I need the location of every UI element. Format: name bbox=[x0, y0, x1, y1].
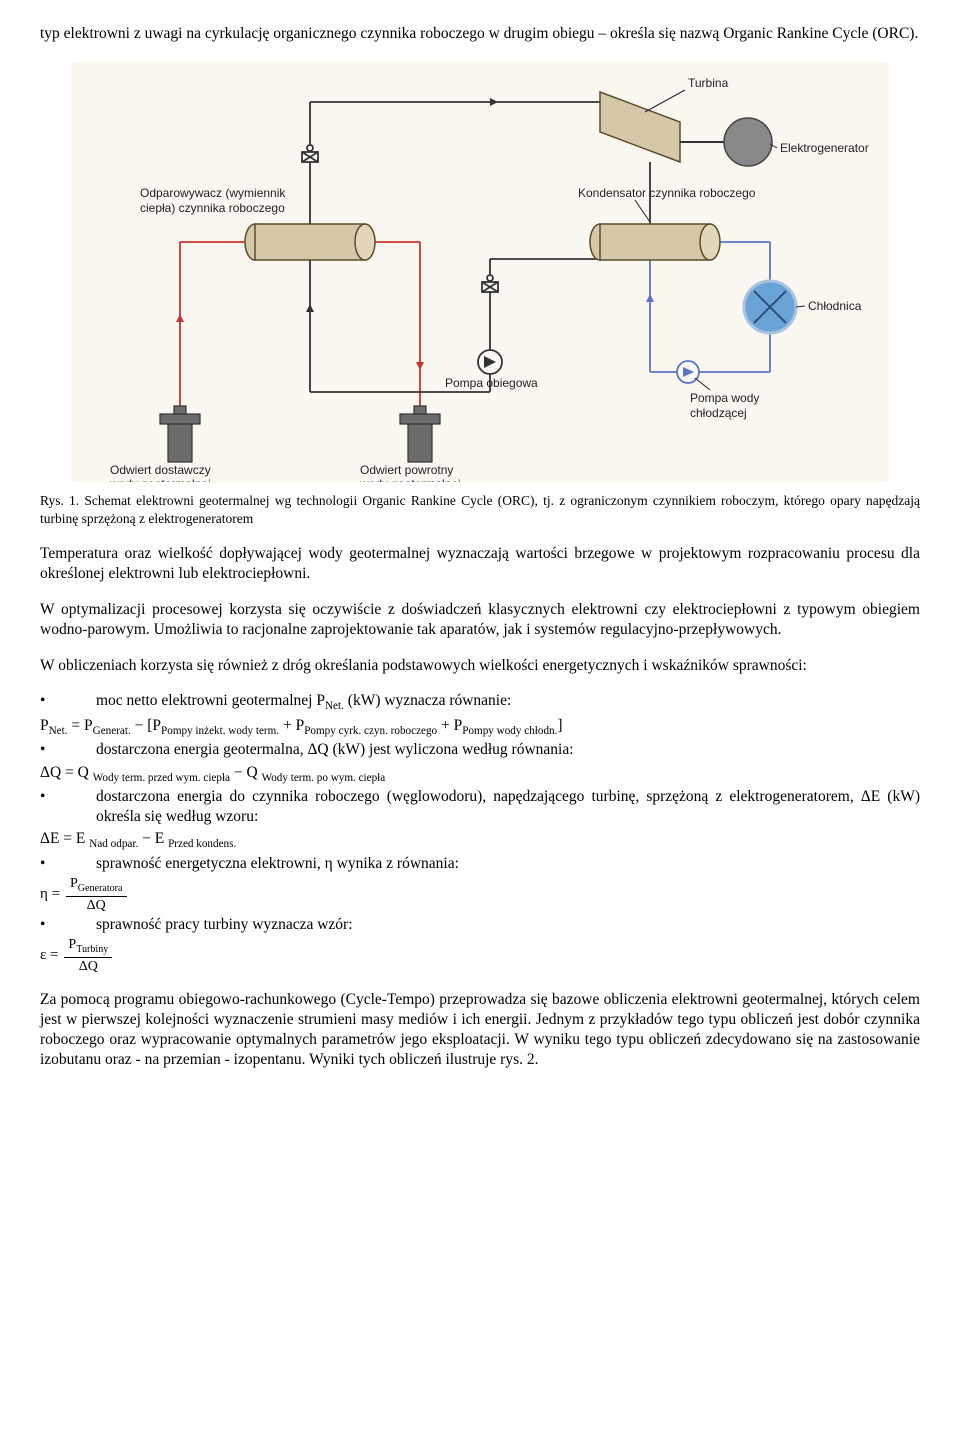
orc-schematic: Turbina Elektrogenerator Kondensator czy… bbox=[70, 62, 890, 482]
label-odwiert-p-l1: Odwiert powrotny bbox=[360, 463, 453, 477]
bullet-de: dostarczona energia do czynnika roboczeg… bbox=[40, 787, 920, 827]
figure-caption: Rys. 1. Schemat elektrowni geotermalnej … bbox=[40, 492, 920, 528]
condenser-node bbox=[590, 224, 720, 260]
eq-de: ΔE = E Nad odpar. − E Przed kondens. bbox=[40, 829, 920, 852]
label-odparowywacz-l1: Odparowywacz (wymiennik bbox=[140, 186, 286, 200]
label-elektrogenerator: Elektrogenerator bbox=[780, 141, 869, 155]
evaporator-node bbox=[245, 224, 375, 260]
para-2: W optymalizacji procesowej korzysta się … bbox=[40, 600, 920, 640]
bullet-eta: sprawność energetyczna elektrowni, η wyn… bbox=[40, 854, 920, 874]
eq-dq: ΔQ = Q Wody term. przed wym. ciepła − Q … bbox=[40, 763, 920, 786]
label-pompa-chlodn-l2: chłodzącej bbox=[690, 406, 747, 420]
label-chlodnica: Chłodnica bbox=[808, 299, 862, 313]
label-odwiert-d-l1: Odwiert dostawczy bbox=[110, 463, 211, 477]
label-turbina: Turbina bbox=[688, 76, 729, 90]
figure-container: Turbina Elektrogenerator Kondensator czy… bbox=[70, 62, 890, 482]
para-3: W obliczeniach korzysta się również z dr… bbox=[40, 656, 920, 676]
label-odwiert-p-l2: wody geotermalnej bbox=[359, 477, 461, 482]
bullet-net-power: moc netto elektrowni geotermalnej PNet. … bbox=[40, 691, 920, 714]
label-odparowywacz-l2: ciepła) czynnika roboczego bbox=[140, 201, 285, 215]
intro-paragraph: typ elektrowni z uwagi na cyrkulację org… bbox=[40, 24, 920, 44]
label-pompa-chlodn-l1: Pompa wody bbox=[690, 391, 759, 405]
eq-eta: η = PGeneratora ΔQ bbox=[40, 876, 920, 913]
label-pompa-obiegowa: Pompa obiegowa bbox=[445, 376, 538, 390]
eq-pnet: PNet. = PGenerat. − [PPompy inżekt. wody… bbox=[40, 716, 920, 739]
cooler-node bbox=[744, 281, 796, 333]
bullet-eps: sprawność pracy turbiny wyznacza wzór: bbox=[40, 915, 920, 935]
label-kondensator-l1: Kondensator czynnika roboczego bbox=[578, 186, 756, 200]
para-final: Za pomocą programu obiegowo-rachunkowego… bbox=[40, 990, 920, 1071]
bullet-dq: dostarczona energia geotermalna, ΔQ (kW)… bbox=[40, 740, 920, 760]
eq-eps: ε = PTurbiny ΔQ bbox=[40, 937, 920, 974]
label-odwiert-d-l2: wody geotermalnej bbox=[109, 477, 211, 482]
para-1: Temperatura oraz wielkość dopływającej w… bbox=[40, 544, 920, 584]
